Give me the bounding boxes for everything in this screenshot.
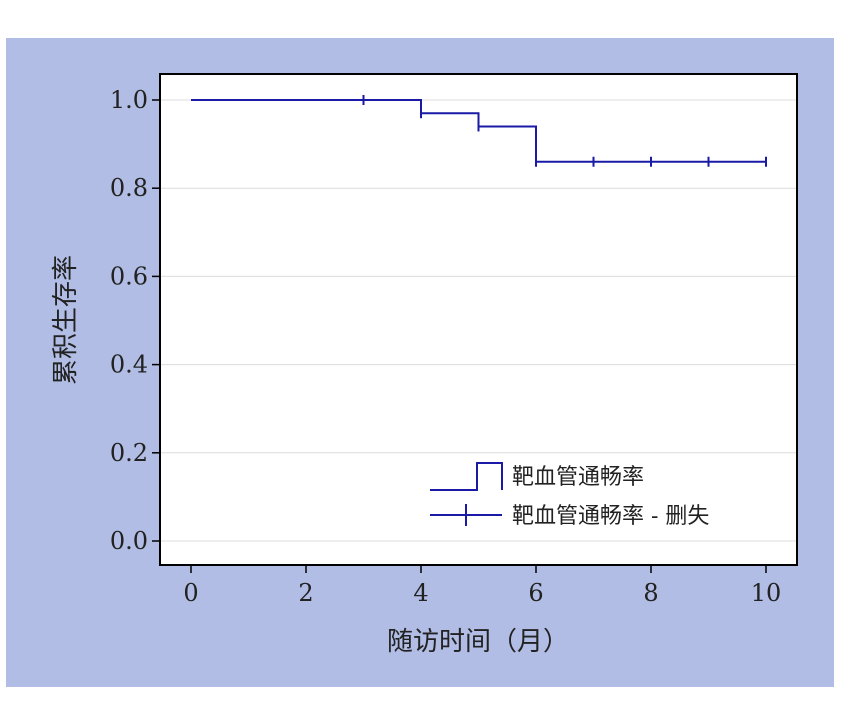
y-tick-label: 0.8 [110,174,148,202]
legend-step-swatch [430,462,503,491]
x-axis-title: 随访时间（月） [387,627,569,657]
x-tick-label: 4 [413,579,428,607]
survival-step-line [191,99,766,163]
x-tick-label: 2 [298,579,313,607]
x-tick-label: 8 [643,579,658,607]
legend: 靶血管通畅率 靶血管通畅率 - 删失 [430,462,709,529]
plot-frame [159,73,798,566]
x-tick-label: 10 [751,579,782,607]
y-tick-label: 0.6 [110,262,148,290]
chart-figure: 0.0 0.2 0.4 0.6 0.8 1.0 0 2 4 6 8 10 累积生存率 随访时间（月） … [6,38,834,687]
x-tick-label: 0 [183,579,198,607]
y-axis-title: 累积生存率 [51,255,81,385]
x-tick-label: 6 [528,579,543,607]
y-tick-label: 0.2 [110,439,148,467]
plot-area [160,74,797,565]
y-tick-label: 1.0 [110,86,148,114]
y-tick-label: 0.4 [110,351,148,379]
chart-svg: 0.00.20.40.60.81.00 2 4 6 8 10 累积生存率 随访时间（月） … [51,73,798,657]
legend-label-censored: 靶血管通畅率 - 删失 [512,504,709,529]
y-tick-label: 0.0 [110,527,148,555]
legend-label-survival: 靶血管通畅率 [512,465,644,490]
